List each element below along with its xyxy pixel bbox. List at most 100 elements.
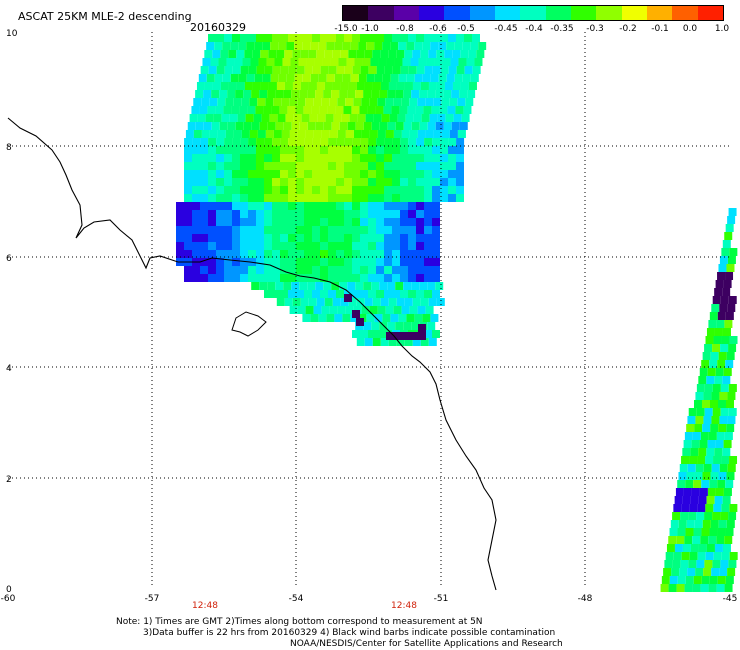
swath-cell [693, 576, 702, 584]
swath-cell [683, 440, 692, 448]
swath-cell [425, 306, 434, 314]
swath-cell [668, 584, 677, 592]
swath-cell [280, 210, 288, 218]
swath-cell [242, 58, 251, 66]
swath-cell [176, 218, 184, 226]
swath-cell [723, 440, 732, 448]
swath-cell [251, 282, 260, 290]
swath-cell [312, 138, 321, 146]
swath-cell [719, 568, 728, 576]
swath-cell [224, 202, 232, 210]
swath-cell [192, 146, 200, 154]
swath-cell [289, 130, 298, 138]
swath-cell [224, 242, 232, 250]
swath-cell [400, 226, 408, 234]
swath-cell [384, 218, 392, 226]
swath-cell [257, 98, 266, 106]
swath-cell [713, 552, 722, 560]
swath-cell [213, 114, 222, 122]
swath-cell [312, 186, 320, 194]
swath-cell [192, 242, 200, 250]
swath-cell [701, 528, 710, 536]
swath-cell [360, 290, 368, 298]
swath-cell [360, 170, 368, 178]
swath-cell [192, 162, 200, 170]
swath-cell [232, 138, 241, 146]
swath-cell [456, 138, 465, 146]
swath-cell [208, 242, 216, 250]
swath-cell [240, 266, 248, 274]
swath-cell [368, 34, 376, 42]
swath-cell [240, 242, 248, 250]
swath-cell [432, 162, 440, 170]
swath-cell [465, 98, 474, 106]
swath-cell [729, 248, 738, 256]
swath-cell [224, 194, 232, 202]
swath-cell [424, 146, 432, 154]
lat-label: 10 [6, 29, 18, 39]
swath-cell [698, 544, 707, 552]
swath-cell [344, 210, 352, 218]
swath-cell [272, 162, 280, 170]
lon-label: -51 [434, 594, 449, 604]
swath-cell [400, 210, 408, 218]
swath-cell [324, 50, 333, 58]
swath-cell [224, 218, 232, 226]
swath-cell [333, 114, 342, 122]
swath-cell [288, 218, 296, 226]
swath-cell [360, 274, 368, 282]
swath-cell [661, 576, 670, 584]
swath-cell [252, 82, 261, 90]
swath-cell [224, 162, 232, 170]
swath-cell [336, 186, 344, 194]
swath-cell [421, 114, 430, 122]
swath-cell [714, 544, 723, 552]
swath-cell [360, 258, 368, 266]
swath-cell [200, 138, 209, 146]
swath-cell [280, 146, 288, 154]
swath-cell [416, 234, 424, 242]
color-swatch [393, 6, 419, 20]
swath-cell [426, 58, 435, 66]
swath-cell [430, 314, 439, 322]
swath-cell [280, 218, 288, 226]
swath-cell [288, 210, 296, 218]
swath-cell [722, 328, 731, 336]
swath-cell [406, 74, 415, 82]
swath-cell [296, 274, 304, 282]
swath-cell [256, 242, 264, 250]
color-scale-label: -0.45 [494, 24, 518, 34]
swath-cell [323, 122, 332, 130]
swath-cell [392, 210, 400, 218]
swath-cell [711, 304, 720, 312]
swath-cell [176, 210, 184, 218]
swath-cell [232, 170, 240, 178]
color-swatch [621, 6, 647, 20]
swath-cell [386, 58, 395, 66]
swath-cell [315, 122, 324, 130]
swath-cell [419, 282, 428, 290]
swath-cell [408, 234, 416, 242]
swath-cell [712, 296, 721, 304]
swath-cell [297, 130, 306, 138]
swath-cell [462, 74, 471, 82]
swath-cell [424, 138, 433, 146]
swath-cell [706, 448, 715, 456]
swath-cell [364, 338, 373, 346]
swath-cell [344, 258, 352, 266]
swath-cell [192, 274, 200, 282]
swath-cell [348, 50, 357, 58]
swath-cell [330, 58, 339, 66]
swath-cell [448, 186, 456, 194]
swath-cell [709, 480, 718, 488]
swath-cell [272, 258, 280, 266]
swath-cell [272, 234, 280, 242]
swath-cell [408, 138, 417, 146]
swath-cell [372, 50, 381, 58]
swath-cell [396, 338, 405, 346]
swath-cell [311, 106, 320, 114]
swath-cell [320, 234, 328, 242]
swath-cell [400, 154, 408, 162]
swath-cell [232, 250, 240, 258]
swath-cell [384, 234, 392, 242]
